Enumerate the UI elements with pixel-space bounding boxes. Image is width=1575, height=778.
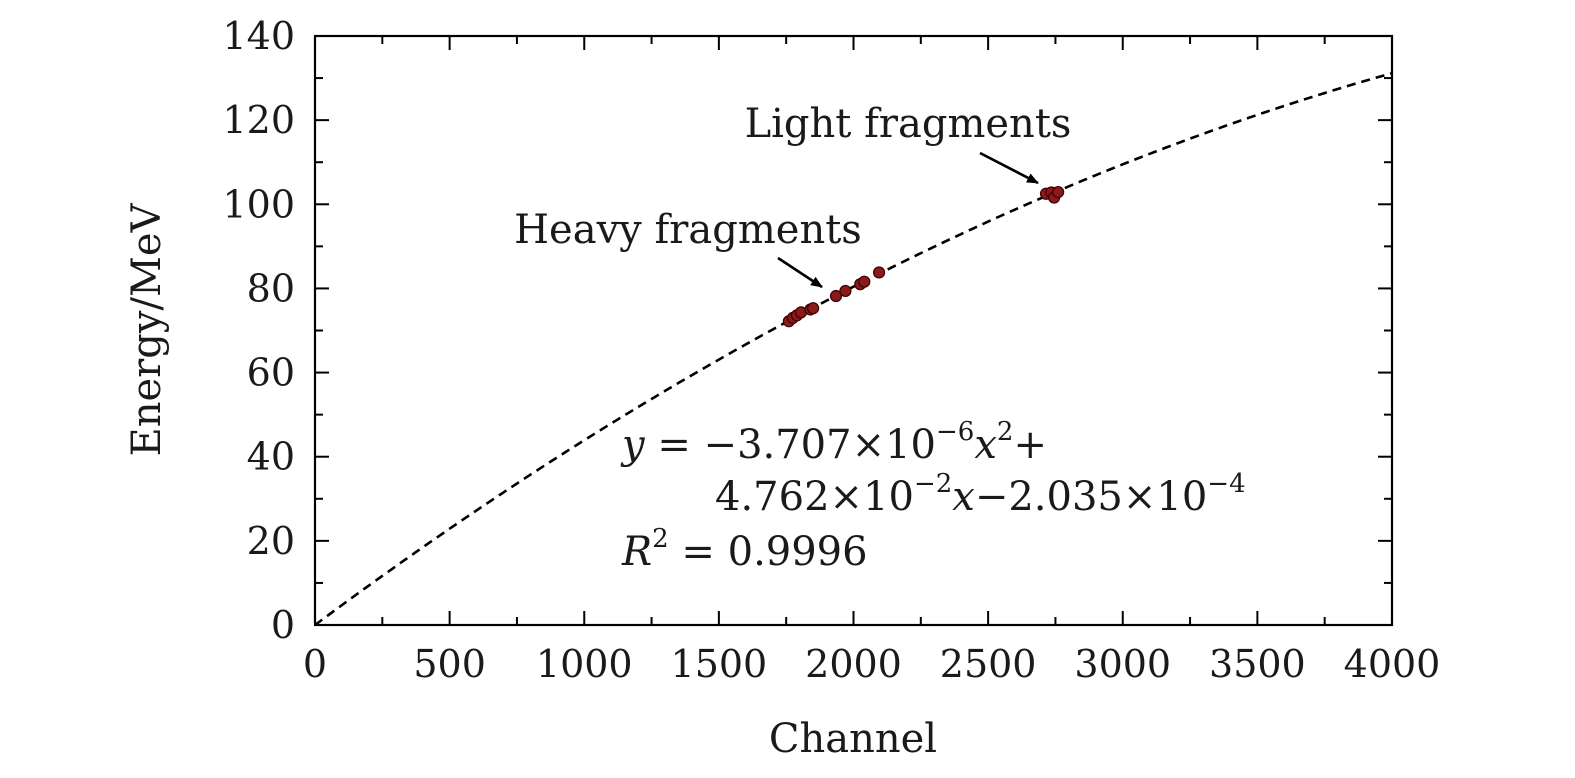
data-points [782, 185, 1065, 328]
data-point [839, 284, 852, 298]
light-fragments-label: Light fragments [745, 101, 1072, 147]
heavy-fragments-label: Heavy fragments [514, 207, 862, 253]
y-axis-ticks: 0 20 40 60 80 100 120 140 [222, 14, 1392, 647]
y-tick-label: 80 [247, 266, 295, 310]
light-fragments-arrow [979, 151, 1039, 185]
y-tick-label: 0 [271, 603, 295, 647]
equation-line-2: 4.762×10−2x−2.035×10−4 [715, 469, 1246, 520]
r-squared-label: R2 = 0.9996 [621, 524, 868, 575]
fit-equation: y = −3.707×10−6x2+ 4.762×10−2x−2.035×10−… [620, 417, 1246, 575]
x-tick-label: 1000 [536, 642, 633, 686]
y-tick-label: 40 [247, 435, 295, 479]
x-tick-label: 3500 [1209, 642, 1306, 686]
y-tick-label: 20 [247, 519, 295, 563]
y-tick-label: 140 [222, 14, 295, 58]
data-point [807, 302, 820, 315]
annotations: Light fragments Heavy fragments [514, 101, 1072, 289]
x-axis-ticks: 0 500 1000 1500 2000 2500 3000 3500 4000 [303, 36, 1440, 686]
y-tick-label: 100 [222, 182, 295, 226]
y-tick-label: 120 [222, 98, 295, 142]
x-axis-label: Channel [769, 716, 937, 762]
data-point [872, 266, 886, 279]
heavy-fragments-arrow [777, 256, 823, 289]
data-point [858, 275, 871, 288]
y-axis-label: Energy/MeV [124, 202, 170, 456]
data-point [829, 289, 843, 303]
x-tick-label: 4000 [1344, 642, 1441, 686]
x-tick-label: 1500 [671, 642, 768, 686]
x-tick-label: 0 [303, 642, 327, 686]
fit-curve-line [314, 71, 1393, 627]
x-tick-label: 2500 [940, 642, 1037, 686]
data-point [1052, 185, 1065, 199]
x-tick-label: 2000 [805, 642, 902, 686]
x-tick-label: 3000 [1074, 642, 1171, 686]
fit-curve [314, 71, 1393, 627]
equation-line-1: y = −3.707×10−6x2+ [620, 417, 1047, 468]
y-tick-label: 60 [247, 351, 295, 395]
x-tick-label: 500 [413, 642, 486, 686]
